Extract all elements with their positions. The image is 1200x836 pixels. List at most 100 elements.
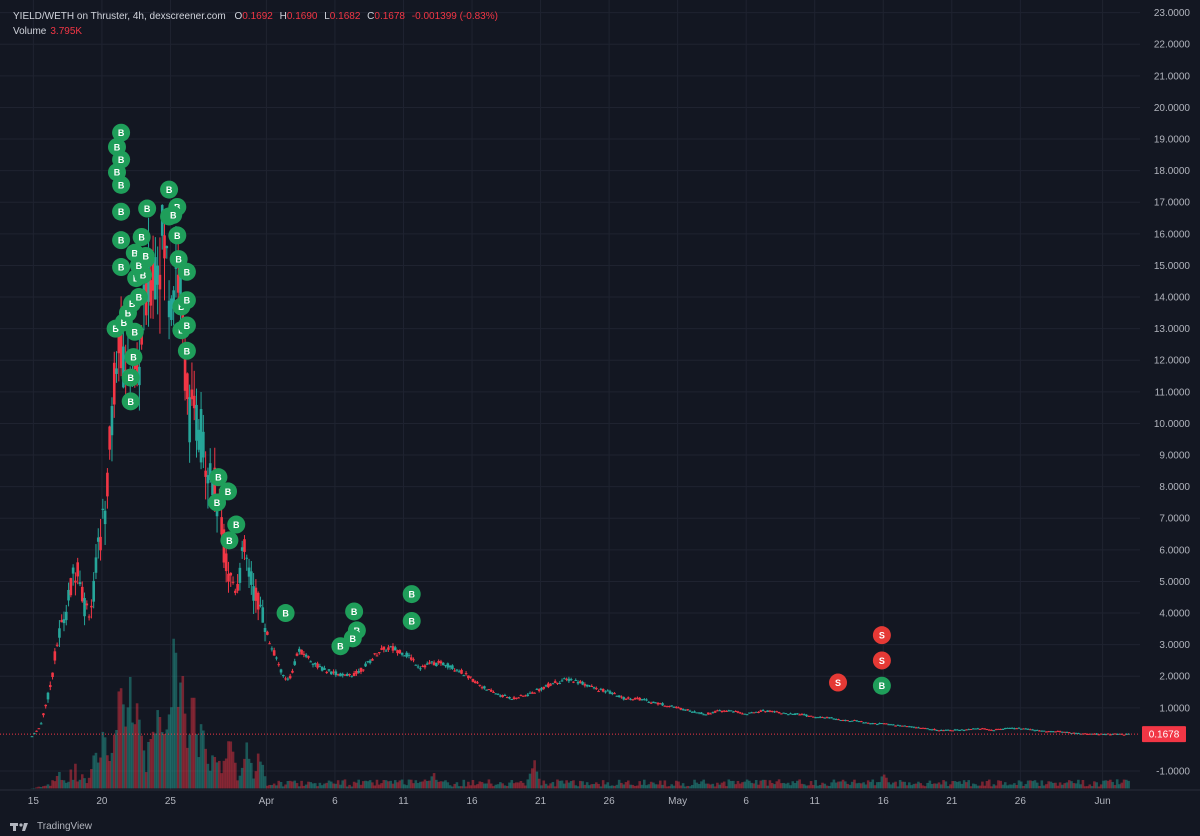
buy-marker[interactable]: B [121, 392, 140, 411]
price-axis[interactable]: 23.0000 22.0000 21.0000 20.0000 19.0000 18.00… [1140, 0, 1200, 790]
buy-marker[interactable]: B [208, 493, 227, 512]
buy-marker[interactable]: B [345, 602, 364, 621]
candle-body [471, 678, 475, 682]
sell-marker[interactable]: S [872, 651, 891, 670]
sell-marker[interactable]: S [872, 626, 891, 645]
buy-marker[interactable]: B [112, 258, 131, 277]
candle-body [1120, 733, 1124, 735]
buy-marker[interactable]: B [129, 288, 148, 307]
marker-label: B [118, 236, 125, 246]
candle-body [478, 684, 482, 686]
volume-bar [955, 781, 959, 789]
volume-bar [236, 780, 239, 789]
volume-bar [576, 786, 580, 789]
time-tick-label: 6 [332, 796, 338, 807]
candle-body [377, 652, 381, 654]
volume-bar [1051, 782, 1055, 789]
buy-marker[interactable]: B [177, 341, 196, 360]
volume-bar [928, 780, 932, 789]
volume-bar [949, 784, 952, 789]
candle-body [759, 710, 763, 712]
buy-marker[interactable]: B [125, 322, 144, 341]
candle-body [905, 726, 909, 728]
marker-label: B [130, 353, 137, 363]
volume-bar [140, 735, 143, 789]
volume-bar [939, 784, 943, 789]
buy-marker[interactable]: B [112, 231, 131, 250]
volume-bar [419, 781, 422, 789]
marker-label: S [879, 656, 885, 666]
volume-bar [1049, 781, 1053, 789]
buy-marker[interactable]: B [168, 226, 187, 245]
marker-circle [124, 348, 143, 367]
volume-bar [704, 783, 708, 789]
buy-marker[interactable]: B [276, 604, 295, 623]
volume-bar [455, 782, 459, 789]
buy-marker[interactable]: B [121, 368, 140, 387]
buy-marker[interactable]: B [112, 123, 131, 142]
volume-bar [35, 787, 38, 789]
volume-bar [1035, 782, 1039, 789]
buy-marker[interactable]: B [124, 348, 143, 367]
volume-bar [55, 775, 59, 789]
buy-marker[interactable]: B [136, 246, 155, 265]
marker-label: B [118, 263, 125, 273]
candle-body [981, 728, 984, 730]
buy-marker[interactable]: B [331, 637, 350, 656]
buy-marker[interactable]: B [402, 585, 421, 604]
buy-marker[interactable]: B [177, 262, 196, 281]
volume-bar [796, 780, 799, 789]
buy-marker[interactable]: B [112, 175, 131, 194]
candle-body [997, 728, 1000, 730]
candle-body [151, 260, 155, 291]
candle-body [435, 662, 438, 667]
buy-marker[interactable]: B [219, 482, 238, 501]
buy-marker[interactable]: B [160, 180, 179, 199]
buy-marker[interactable]: B [177, 291, 196, 310]
volume-bar [839, 781, 843, 789]
volume-bar [345, 786, 349, 789]
sell-marker[interactable]: S [829, 673, 848, 692]
marker-label: S [879, 631, 885, 641]
candle-body [823, 717, 827, 719]
volume-bar [51, 780, 54, 789]
buy-marker[interactable]: B [177, 316, 196, 335]
volume-bar [780, 783, 783, 789]
buy-marker[interactable]: B [220, 531, 239, 550]
candle-body [364, 663, 367, 667]
buy-marker[interactable]: B [132, 228, 151, 246]
buy-marker[interactable]: B [872, 676, 891, 695]
low-value: 0.1682 [329, 11, 361, 22]
volume-bar [400, 779, 404, 789]
volume-bar [807, 785, 811, 789]
volume-bar [119, 688, 123, 789]
buy-marker[interactable]: B [112, 202, 131, 221]
candle-body [567, 678, 571, 682]
volume-bar [960, 783, 964, 789]
buy-marker[interactable]: B [402, 611, 421, 630]
candle-body [1104, 734, 1108, 736]
buy-marker[interactable]: B [138, 199, 157, 218]
volume-bar [313, 783, 317, 789]
volume-bar [67, 781, 70, 789]
volume-bar [583, 784, 587, 789]
tradingview-branding[interactable]: TradingView [10, 821, 92, 832]
candle-body [985, 729, 989, 731]
buy-marker[interactable]: B [209, 468, 228, 487]
buy-marker[interactable]: B [227, 515, 246, 534]
time-axis[interactable]: 15 20 25 Apr 6 11 16 21 26 May 6 11 16 21 26 Jun [0, 789, 1200, 836]
volume-bar [825, 785, 829, 789]
candle-body [165, 246, 169, 249]
volume-bar [505, 785, 509, 789]
candle-body [99, 536, 102, 551]
volume-bar [325, 782, 329, 789]
volume-bar [147, 741, 150, 789]
candle-body [373, 653, 376, 655]
time-tick-label: Apr [259, 796, 275, 807]
buy-marker[interactable]: B [164, 205, 183, 224]
volume-bar [202, 730, 205, 789]
candle-body [313, 663, 317, 665]
volume-bar [117, 691, 121, 789]
candle-body [524, 695, 527, 697]
